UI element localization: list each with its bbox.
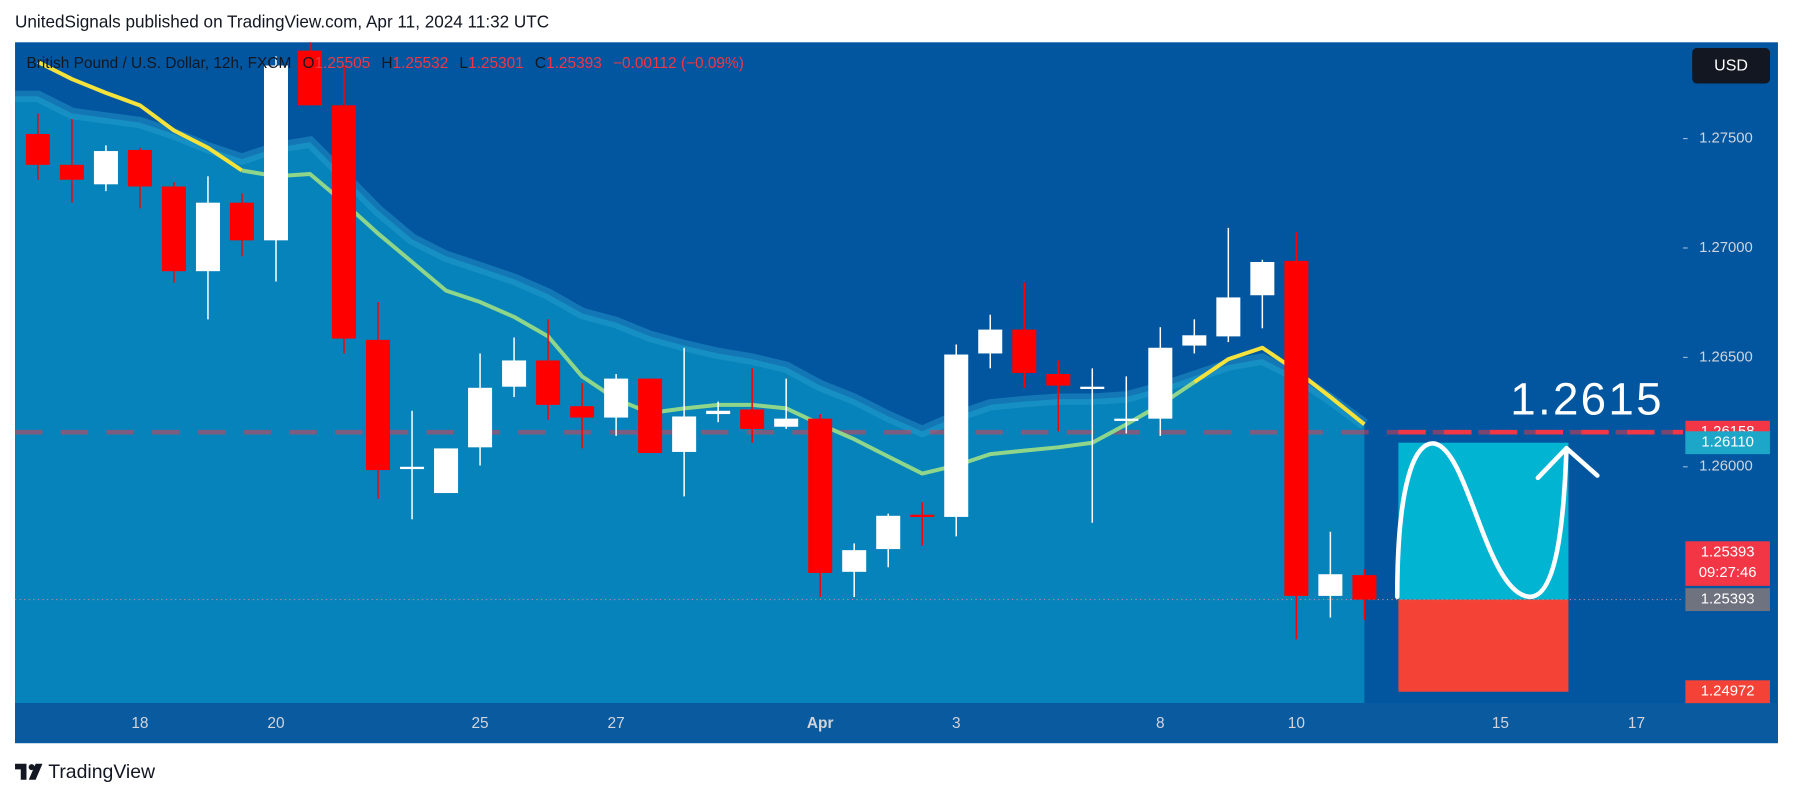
- candle-body: [740, 409, 765, 429]
- candle-body: [1284, 260, 1309, 596]
- moving-average: [37, 60, 1366, 426]
- logo-part: [15, 763, 27, 780]
- price-label-bg: [1685, 431, 1770, 455]
- tv-logo: [15, 763, 43, 780]
- price-label: 1.25393: [1701, 545, 1755, 561]
- candle-body: [93, 151, 118, 185]
- x-tick-label: 3: [952, 715, 961, 732]
- candle-body: [842, 550, 867, 572]
- y-tick-label: 1.27000: [1699, 240, 1753, 256]
- candle-body: [1318, 574, 1343, 596]
- x-tick-label: 27: [608, 715, 625, 732]
- candle-body: [672, 416, 697, 452]
- candle-body: [1012, 329, 1037, 373]
- candle-body: [774, 418, 799, 427]
- countdown: 09:27:46: [1699, 565, 1757, 581]
- candle-body: [604, 378, 629, 418]
- price-label-bg: [1685, 588, 1770, 612]
- l-value: 1.25301: [468, 55, 524, 72]
- price-label-bg: [1685, 680, 1770, 704]
- price-axis: 1.275001.270001.265001.260001.261581.261…: [1683, 130, 1770, 704]
- candle-body: [1250, 261, 1275, 296]
- price-label: 1.26110: [1701, 435, 1754, 451]
- h-value: 1.25532: [393, 55, 449, 72]
- candle-body: [502, 360, 527, 387]
- candle-body: [229, 202, 254, 241]
- candle-body: [570, 406, 595, 418]
- candle-body: [434, 448, 459, 494]
- x-tick-label: Apr: [807, 715, 834, 732]
- h-label: H: [381, 55, 392, 72]
- c-label: C: [535, 55, 546, 72]
- y-tick-label: 1.27500: [1699, 130, 1753, 146]
- candle-body: [161, 186, 186, 272]
- currency[interactable]: USD: [1714, 58, 1748, 75]
- candle-body: [332, 105, 357, 339]
- plot: [15, 42, 1684, 704]
- x-tick-label: 20: [267, 715, 284, 732]
- candle-body: [468, 387, 493, 448]
- candle-body: [59, 164, 84, 180]
- o-label: O: [302, 55, 314, 72]
- x-tick-label: 8: [1156, 715, 1165, 732]
- candle-body: [536, 360, 561, 405]
- y-tick-label: 1.26000: [1699, 459, 1753, 475]
- price-label-bg: [1685, 541, 1770, 586]
- candle-body: [400, 466, 425, 470]
- target-zone: [1398, 442, 1569, 600]
- l-label: L: [459, 55, 468, 72]
- time-axis: [15, 703, 1778, 744]
- symbol: British Pound / U.S. Dollar, 12h, FXCM: [26, 55, 291, 72]
- x-tick-label: 18: [131, 715, 148, 732]
- logo-part: [28, 763, 43, 780]
- candle-body: [1182, 335, 1207, 346]
- candle-body: [1046, 374, 1071, 386]
- candle-body: [638, 378, 663, 454]
- band-edge: [15, 90, 1368, 438]
- candle-body: [1148, 347, 1173, 419]
- x-tick-label: 10: [1288, 715, 1305, 732]
- candle-body: [195, 202, 220, 272]
- candle-body: [366, 339, 391, 471]
- candle-body: [808, 418, 833, 573]
- stop-zone: [1398, 599, 1569, 692]
- price-label: 1.24972: [1701, 684, 1755, 700]
- candle-body: [298, 50, 323, 106]
- candle-body: [910, 514, 935, 517]
- annotation: 1.2615: [1510, 374, 1664, 425]
- c-value: 1.25393: [546, 55, 602, 72]
- x-tick-label: 15: [1492, 715, 1509, 732]
- candle-body: [876, 515, 901, 550]
- candle-body: [1216, 297, 1241, 337]
- logo-part: [28, 764, 35, 771]
- x-tick-label: 25: [471, 715, 488, 732]
- candle-body: [263, 65, 288, 241]
- drawing-arrow: [1394, 441, 1600, 600]
- candle-body: [1352, 575, 1377, 600]
- publish-header: UnitedSignals published on TradingView.c…: [15, 11, 549, 31]
- o-value: 1.25505: [314, 55, 370, 72]
- change: −0.00112 (−0.09%): [613, 55, 744, 72]
- candle-body: [1080, 386, 1105, 389]
- candle-body: [1114, 418, 1139, 421]
- candle-body: [25, 133, 50, 165]
- legend: British Pound / U.S. Dollar, 12h, FXCM O…: [26, 55, 743, 72]
- y-tick-label: 1.26500: [1699, 349, 1753, 365]
- candle-body: [127, 149, 152, 187]
- brand: TradingView: [48, 761, 156, 783]
- currency-button[interactable]: [1692, 48, 1770, 84]
- price-label: 1.25393: [1701, 592, 1755, 608]
- candle-body: [706, 410, 731, 415]
- candle-body: [944, 354, 969, 517]
- x-tick-label: 17: [1628, 715, 1645, 732]
- candle-body: [978, 329, 1003, 354]
